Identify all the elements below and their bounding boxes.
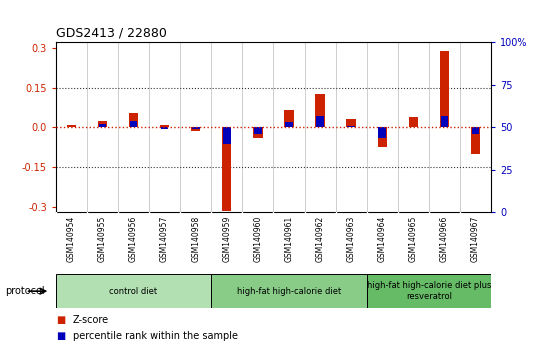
Bar — [285, 122, 293, 127]
Text: GSM140967: GSM140967 — [471, 216, 480, 262]
Text: GSM140966: GSM140966 — [440, 216, 449, 262]
Text: control diet: control diet — [109, 287, 157, 296]
Text: GSM140955: GSM140955 — [98, 216, 107, 262]
Bar — [129, 121, 137, 127]
Bar — [161, 127, 169, 129]
Bar — [347, 126, 355, 127]
Text: percentile rank within the sample: percentile rank within the sample — [73, 331, 238, 341]
Bar — [316, 115, 324, 127]
Text: ■: ■ — [56, 315, 65, 325]
Text: GSM140965: GSM140965 — [409, 216, 418, 262]
Bar — [378, 127, 386, 138]
Bar — [160, 125, 169, 127]
Text: GSM140954: GSM140954 — [67, 216, 76, 262]
Bar — [440, 51, 449, 127]
Text: GSM140962: GSM140962 — [316, 216, 325, 262]
Bar — [440, 115, 448, 127]
Text: GSM140959: GSM140959 — [222, 216, 231, 262]
Bar — [98, 121, 107, 127]
Bar — [253, 127, 262, 137]
Text: GSM140963: GSM140963 — [347, 216, 355, 262]
Bar — [378, 127, 387, 147]
Bar — [254, 127, 262, 134]
Text: GSM140956: GSM140956 — [129, 216, 138, 262]
Bar — [99, 124, 107, 127]
Text: Z-score: Z-score — [73, 315, 109, 325]
Text: GSM140961: GSM140961 — [285, 216, 294, 262]
Bar — [472, 127, 479, 134]
Bar — [347, 120, 356, 127]
Bar — [129, 113, 138, 127]
Text: protocol: protocol — [6, 286, 45, 296]
Bar — [222, 127, 232, 211]
Bar — [192, 127, 200, 129]
Bar — [191, 127, 200, 131]
Bar — [211, 274, 367, 308]
Text: GSM140957: GSM140957 — [160, 216, 169, 262]
Text: GDS2413 / 22880: GDS2413 / 22880 — [56, 27, 167, 40]
Text: high-fat high-calorie diet plus
resveratrol: high-fat high-calorie diet plus resverat… — [367, 281, 491, 301]
Bar — [56, 274, 211, 308]
Text: GSM140964: GSM140964 — [378, 216, 387, 262]
Text: GSM140958: GSM140958 — [191, 216, 200, 262]
Bar — [367, 274, 491, 308]
Bar — [284, 110, 294, 127]
Bar — [315, 94, 325, 127]
Bar — [67, 125, 76, 127]
Bar — [471, 127, 480, 154]
Text: GSM140960: GSM140960 — [253, 216, 262, 262]
Text: ■: ■ — [56, 331, 65, 341]
Bar — [408, 117, 418, 127]
Bar — [223, 127, 230, 144]
Text: high-fat high-calorie diet: high-fat high-calorie diet — [237, 287, 341, 296]
